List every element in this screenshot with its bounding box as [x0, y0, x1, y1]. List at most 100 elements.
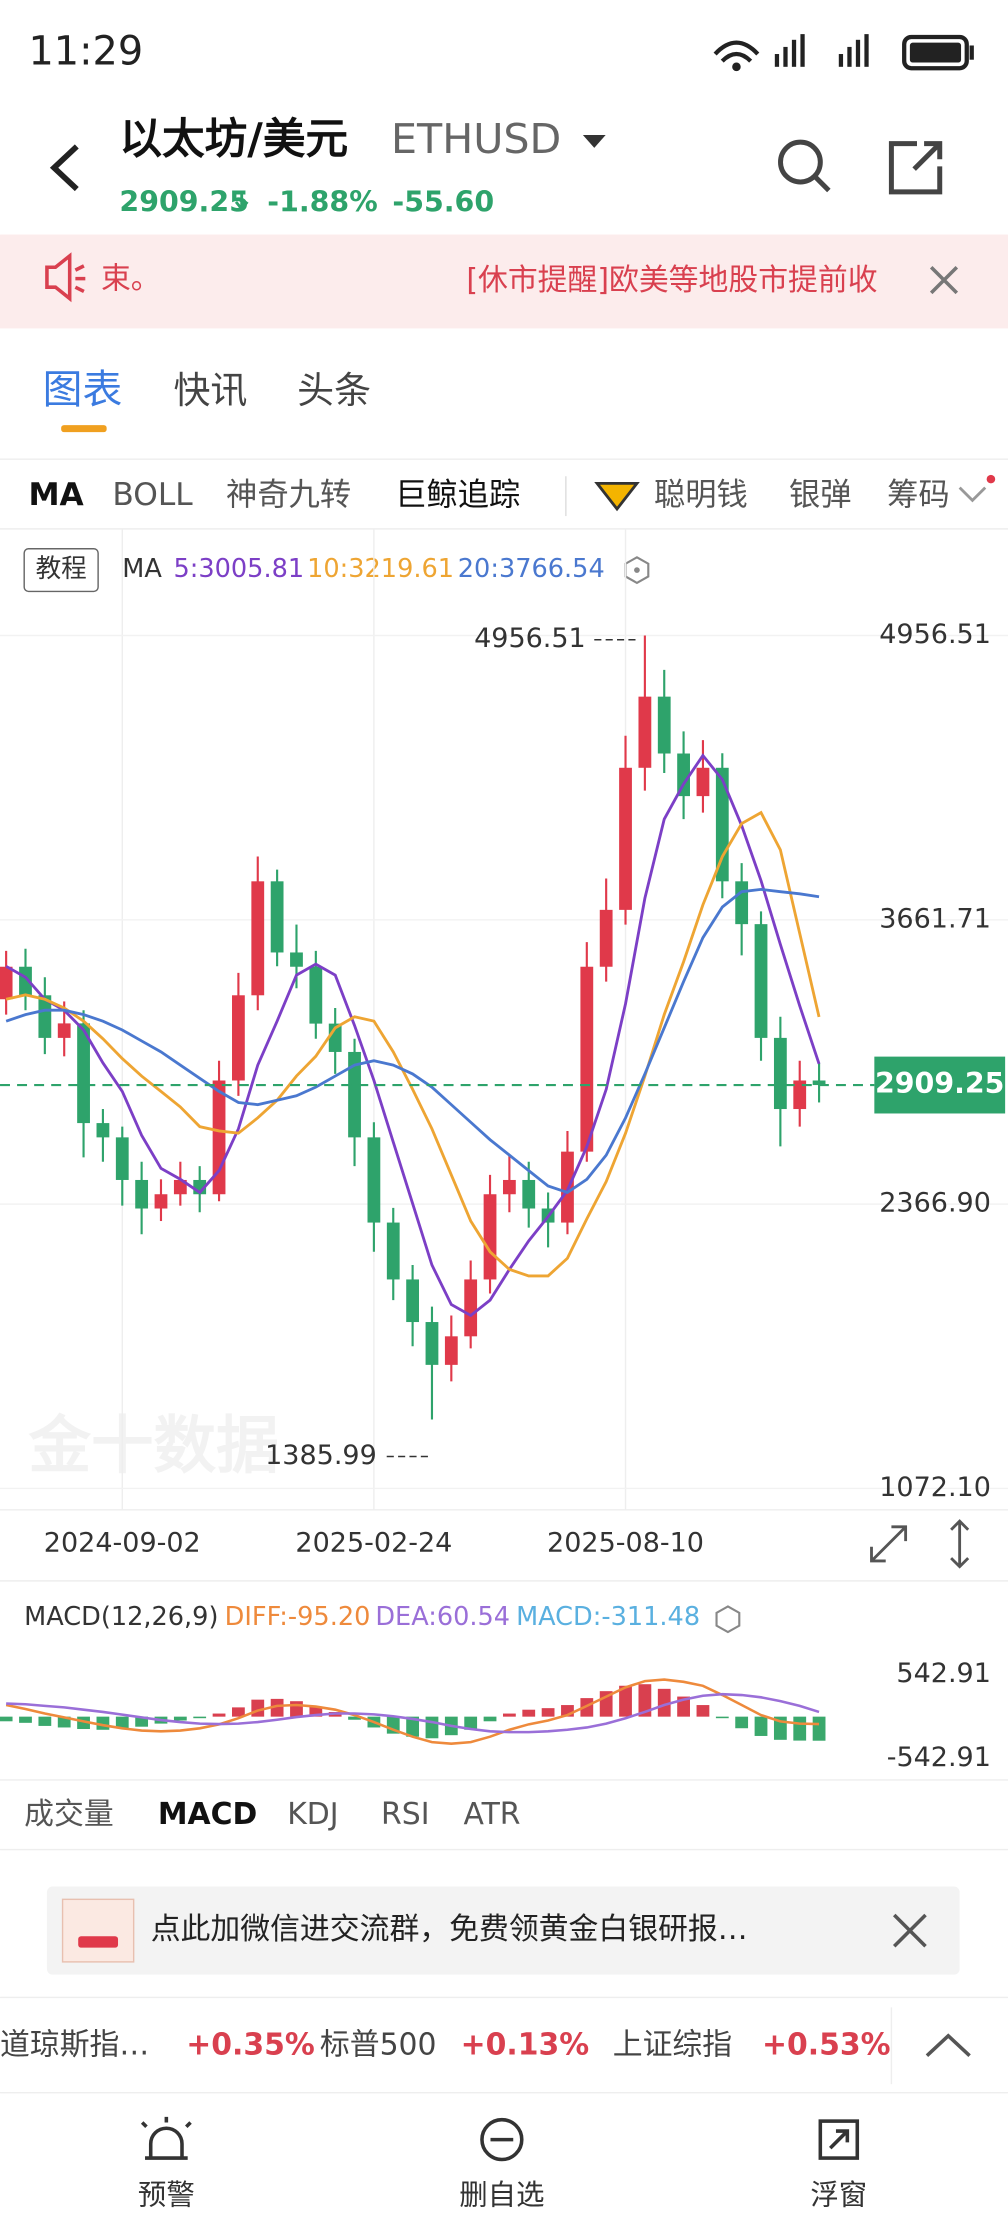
- sub-tab[interactable]: RSI: [381, 1797, 429, 1832]
- macd-bar: [522, 1709, 536, 1717]
- candle-body: [522, 1179, 536, 1209]
- high-annotation: 4956.51: [474, 623, 586, 654]
- legend-ma20: 20:3766.54: [458, 554, 605, 584]
- banner-thumbnail: [61, 1898, 135, 1963]
- candle-body: [599, 909, 613, 967]
- main-chart: 金十数据 2024-09-02 2025-02-24 2025-08-10 4956.5…: [0, 528, 1008, 1558]
- candle-body: [773, 1037, 787, 1110]
- candle-body: [793, 1080, 807, 1110]
- speaker-icon: [45, 252, 86, 303]
- sub-tab[interactable]: KDJ: [287, 1797, 338, 1832]
- y-tick-label: 2366.90: [879, 1188, 991, 1219]
- y-tick-label: 1072.10: [879, 1472, 991, 1503]
- macd-bar: [696, 1705, 710, 1717]
- symbol[interactable]: ETHUSD: [391, 115, 561, 163]
- candle-body: [38, 995, 52, 1038]
- expand-icons[interactable]: [870, 1519, 970, 1569]
- indicator[interactable]: 银弹: [789, 477, 852, 513]
- tab[interactable]: 图表: [43, 367, 123, 413]
- search-button[interactable]: [778, 139, 831, 193]
- candle-body: [406, 1279, 420, 1323]
- nav-remove-icon[interactable]: [480, 2117, 524, 2162]
- last-price-label: 2909.25: [875, 1067, 1004, 1100]
- indicator[interactable]: BOLL: [112, 477, 193, 513]
- candle-body: [735, 881, 749, 925]
- ma-line: [5, 810, 821, 1278]
- macd-bar: [561, 1705, 574, 1717]
- banner-close[interactable]: [892, 1913, 927, 1948]
- ticker-change[interactable]: +0.53%: [762, 2027, 891, 2062]
- dropdown-caret[interactable]: [582, 135, 606, 148]
- settings-icon[interactable]: [715, 1605, 741, 1634]
- x-tick-label: 2024-09-02: [44, 1527, 201, 1558]
- change-value: -55.60: [392, 185, 494, 218]
- legend-macd: MACD:-311.48: [516, 1602, 700, 1632]
- nav-alert-icon[interactable]: [140, 2116, 192, 2160]
- status-time: 11:29: [28, 29, 143, 75]
- diamond-icon: [594, 481, 640, 512]
- ticker-name[interactable]: 上证综指: [613, 2027, 732, 2062]
- macd-bar: [464, 1716, 478, 1730]
- ticker-change[interactable]: +0.13%: [461, 2027, 590, 2062]
- ma-line: [5, 753, 821, 1318]
- nav-label[interactable]: 预警: [138, 2178, 195, 2211]
- candle-body: [502, 1179, 516, 1195]
- banner[interactable]: [46, 1886, 960, 1975]
- ticker-name[interactable]: 标普500: [320, 2027, 437, 2062]
- tutorial-label[interactable]: 教程: [36, 554, 87, 584]
- back-button[interactable]: [49, 144, 79, 192]
- candle-body: [57, 1023, 71, 1038]
- macd-bar: [715, 1716, 729, 1719]
- candle-body: [386, 1222, 400, 1280]
- sub-tab[interactable]: 成交量: [24, 1797, 114, 1832]
- indicator[interactable]: 筹码: [887, 477, 950, 513]
- legend-title: MA: [122, 554, 162, 584]
- legend-ma10: 10:3219.61: [307, 554, 454, 584]
- more-indicators[interactable]: [958, 486, 987, 503]
- status-icons: [713, 34, 974, 72]
- macd-bar: [502, 1713, 516, 1717]
- indicator[interactable]: 巨鲸追踪: [395, 477, 520, 513]
- nav-float-icon[interactable]: [818, 2119, 860, 2160]
- macd-bar: [290, 1701, 303, 1717]
- notice-text[interactable]: [休市提醒]欧美等地股市提前收: [466, 263, 877, 298]
- indicator[interactable]: 神奇九转: [226, 477, 351, 513]
- notice-tail: 束。: [101, 262, 161, 297]
- candle-body: [154, 1194, 168, 1209]
- red-dot: [986, 474, 996, 484]
- candle-body: [754, 924, 768, 1038]
- nav-label[interactable]: 浮窗: [810, 2178, 867, 2211]
- macd-bar: [483, 1716, 497, 1722]
- expand-tickers[interactable]: [925, 2033, 971, 2058]
- indicator[interactable]: MA: [28, 477, 84, 513]
- ticker-name[interactable]: 道琼斯指…: [0, 2027, 149, 2062]
- share-button[interactable]: [888, 141, 943, 195]
- candle-body: [96, 1123, 110, 1138]
- banner-text[interactable]: 点此加微信进交流群，免费领黄金白银研报…: [151, 1912, 748, 1947]
- y-tick-label: 3661.71: [879, 903, 991, 934]
- tab[interactable]: 头条: [297, 369, 371, 412]
- tab-underline: [61, 425, 107, 433]
- macd-bar: [638, 1684, 652, 1717]
- tutorial-button[interactable]: [23, 548, 99, 593]
- macd-bar: [0, 1716, 13, 1722]
- ticker-change[interactable]: +0.35%: [186, 2027, 315, 2062]
- tab[interactable]: 快讯: [173, 369, 247, 412]
- notice-close[interactable]: [929, 266, 959, 295]
- indicator-clip: 筹码: [887, 477, 950, 513]
- candle-body: [135, 1179, 149, 1209]
- sub-tab[interactable]: ATR: [463, 1797, 520, 1832]
- macd-bar: [173, 1716, 187, 1721]
- sub-tab[interactable]: MACD: [158, 1797, 257, 1832]
- candle-body: [232, 995, 245, 1081]
- nav-label[interactable]: 删自选: [459, 2178, 544, 2211]
- indicator[interactable]: 聪明钱: [654, 477, 748, 513]
- macd-bar: [406, 1716, 420, 1737]
- macd-title: MACD(12,26,9): [24, 1602, 218, 1632]
- macd-bar: [135, 1716, 149, 1727]
- candle-body: [696, 767, 710, 797]
- candle-body: [657, 696, 671, 754]
- macd-bar: [541, 1708, 555, 1717]
- candle-body: [290, 952, 303, 967]
